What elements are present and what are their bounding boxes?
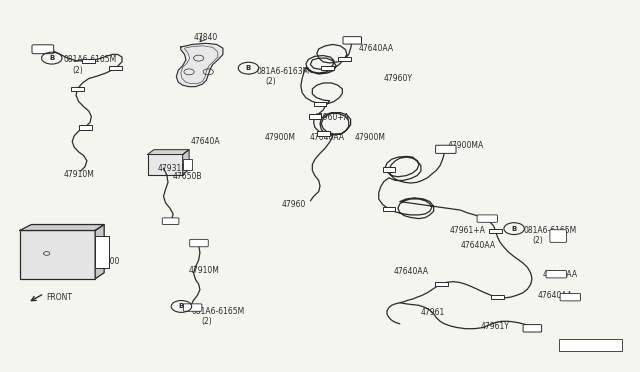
- Text: 081A6-6165M: 081A6-6165M: [523, 226, 577, 235]
- Text: R476002J: R476002J: [563, 340, 600, 349]
- Polygon shape: [95, 225, 104, 279]
- Text: 47961: 47961: [421, 308, 445, 317]
- FancyBboxPatch shape: [550, 230, 566, 242]
- FancyBboxPatch shape: [183, 304, 202, 311]
- FancyBboxPatch shape: [163, 218, 179, 225]
- FancyBboxPatch shape: [20, 231, 95, 279]
- Bar: [314, 102, 326, 106]
- Text: 47910M: 47910M: [189, 266, 220, 275]
- Text: 47650B: 47650B: [173, 172, 203, 181]
- Text: B: B: [511, 226, 516, 232]
- Text: 47931M: 47931M: [157, 164, 188, 173]
- FancyBboxPatch shape: [189, 239, 208, 247]
- Text: (2): (2): [202, 317, 212, 326]
- FancyBboxPatch shape: [477, 215, 497, 222]
- Text: 47640AA: 47640AA: [310, 132, 345, 142]
- Bar: [79, 125, 92, 130]
- Text: 47640AA: 47640AA: [537, 291, 572, 300]
- FancyBboxPatch shape: [436, 145, 456, 153]
- Text: 47961Y: 47961Y: [481, 322, 510, 331]
- Text: 47600: 47600: [95, 257, 120, 266]
- Text: 081A6-6163M: 081A6-6163M: [256, 67, 309, 76]
- Bar: [109, 66, 122, 70]
- Text: (2): (2): [266, 77, 276, 86]
- Polygon shape: [182, 150, 189, 175]
- Bar: [383, 207, 396, 211]
- Text: FRONT: FRONT: [47, 294, 73, 302]
- Text: 47961+A: 47961+A: [450, 226, 486, 235]
- Text: 47640A: 47640A: [191, 137, 221, 146]
- Text: 47910M: 47910M: [63, 170, 94, 179]
- Bar: [489, 229, 502, 234]
- Bar: [317, 131, 330, 136]
- Text: 47900MA: 47900MA: [448, 141, 484, 150]
- Text: B: B: [179, 304, 184, 310]
- Text: 47640AA: 47640AA: [542, 270, 577, 279]
- Bar: [71, 87, 84, 91]
- Bar: [82, 58, 95, 63]
- Text: 081A6-6165M: 081A6-6165M: [191, 307, 244, 316]
- FancyBboxPatch shape: [182, 158, 192, 170]
- Text: B: B: [246, 65, 251, 71]
- Text: 47640AA: 47640AA: [358, 44, 394, 53]
- Text: 47840: 47840: [193, 33, 218, 42]
- Text: 47640AA: 47640AA: [461, 241, 495, 250]
- Text: 47900M: 47900M: [355, 132, 386, 142]
- FancyBboxPatch shape: [559, 339, 622, 351]
- Text: 47900M: 47900M: [264, 132, 296, 142]
- Text: (2): (2): [73, 66, 84, 75]
- Bar: [383, 167, 396, 171]
- Polygon shape: [176, 43, 223, 87]
- Text: 47640AA: 47640AA: [394, 267, 429, 276]
- Text: 081A6-6165M: 081A6-6165M: [63, 55, 116, 64]
- Text: 47960+A: 47960+A: [314, 113, 349, 122]
- Bar: [491, 295, 504, 299]
- Text: 47960Y: 47960Y: [384, 74, 413, 83]
- Text: (2): (2): [532, 236, 543, 246]
- Bar: [435, 282, 448, 286]
- Polygon shape: [20, 225, 104, 231]
- FancyBboxPatch shape: [546, 270, 566, 278]
- FancyBboxPatch shape: [148, 154, 182, 175]
- Bar: [308, 114, 321, 119]
- Text: B: B: [49, 55, 54, 61]
- Bar: [321, 66, 334, 70]
- FancyBboxPatch shape: [95, 235, 109, 268]
- Text: 47960: 47960: [282, 200, 306, 209]
- FancyBboxPatch shape: [343, 37, 362, 44]
- Polygon shape: [148, 150, 189, 154]
- FancyBboxPatch shape: [32, 45, 54, 54]
- Bar: [338, 57, 351, 61]
- FancyBboxPatch shape: [560, 294, 580, 301]
- FancyBboxPatch shape: [523, 325, 541, 332]
